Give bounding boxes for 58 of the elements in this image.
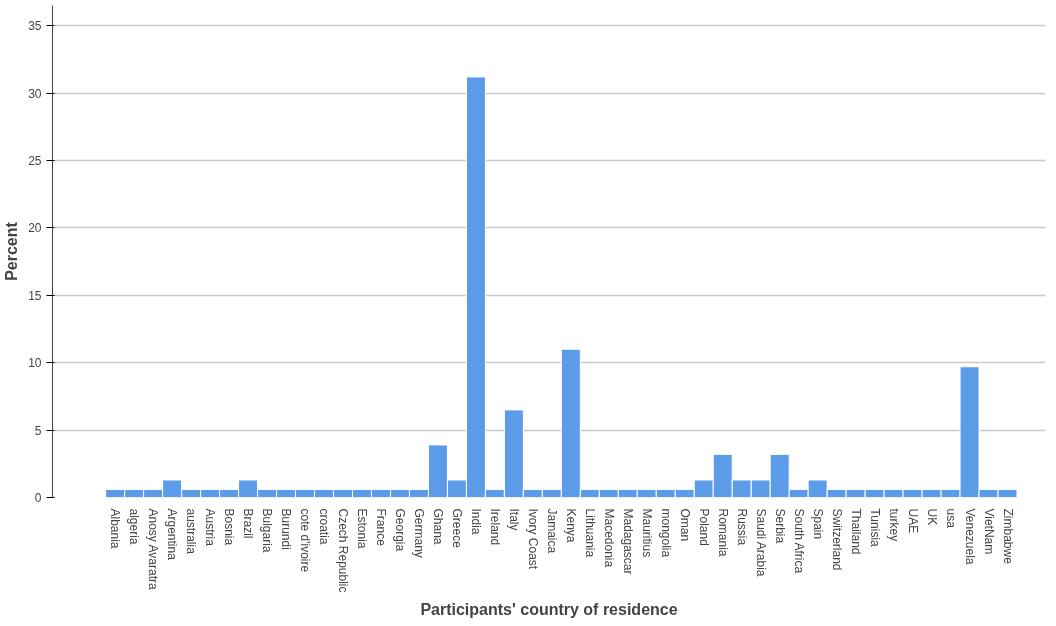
x-tick-label: UAE xyxy=(905,508,920,534)
x-axis-title: Participants' country of residence xyxy=(420,600,678,618)
x-tick-label: Romania xyxy=(715,508,730,557)
x-tick-label: Italy xyxy=(506,508,521,531)
x-tick-label: Georgia xyxy=(392,508,407,552)
x-tick-label: Ivory Coast xyxy=(525,508,540,570)
x-tick-label: australia xyxy=(184,508,199,555)
x-tick-label: Madagascar xyxy=(620,508,635,575)
x-tick-label: Albania xyxy=(108,508,123,549)
x-tick-label: algeria xyxy=(127,508,142,545)
x-tick-label: Lithuania xyxy=(582,508,597,558)
x-tick-label: Zimbabwe xyxy=(1000,508,1015,565)
y-tick-label: 35 xyxy=(28,19,42,34)
y-tick-label: 25 xyxy=(28,154,42,169)
x-tick-label: Thailand xyxy=(848,508,863,555)
x-tick-label: mongolia xyxy=(658,508,673,558)
x-tick-label: usa xyxy=(943,508,958,529)
x-tick-label: croatia xyxy=(317,508,332,545)
x-tick-label: Oman xyxy=(677,508,692,542)
y-tick-label: 20 xyxy=(28,221,42,236)
x-tick-label: Serbia xyxy=(772,508,787,544)
x-tick-label: France xyxy=(373,508,388,547)
x-tick-label: Bulgaria xyxy=(260,508,275,553)
y-tick-label: 5 xyxy=(34,423,42,438)
x-tick-label: Tunisia xyxy=(867,508,882,548)
x-tick-label: Venezuela xyxy=(962,508,977,565)
y-axis-title: Percent xyxy=(3,221,21,281)
x-tick-label: Russia xyxy=(734,508,749,546)
x-tick-label: Spain xyxy=(810,508,825,540)
y-tick-label: 15 xyxy=(28,288,42,303)
x-tick-label: cote d'ivoire xyxy=(298,508,313,573)
x-tick-label: Saudi Arabia xyxy=(753,508,768,577)
x-tick-label: Jamaica xyxy=(544,508,559,554)
x-tick-label: VietNam xyxy=(981,508,996,555)
x-tick-label: Argentina xyxy=(165,508,180,561)
x-tick-label: Poland xyxy=(696,508,711,546)
x-tick-label: Mauritius xyxy=(639,508,654,558)
x-tick-label: turkey xyxy=(886,508,901,542)
x-tick-label: Bosnia xyxy=(222,508,237,546)
x-tick-label: Brazil xyxy=(241,508,256,539)
x-tick-label: Greece xyxy=(449,508,464,549)
x-tick-label: Czech Republic xyxy=(336,508,350,593)
x-tick-label: Switzerland xyxy=(829,508,844,571)
x-tick-label: Austria xyxy=(203,508,218,547)
x-tick-label: Germany xyxy=(411,508,426,558)
x-tick-label: Macedonia xyxy=(601,508,616,568)
x-tick-label: Ghana xyxy=(430,508,445,545)
x-tick-label: Estonia xyxy=(354,508,369,549)
x-tick-label: Burundi xyxy=(279,508,294,550)
x-tick-label: UK xyxy=(924,508,939,526)
x-tick-label: Anosy Avaratra xyxy=(146,508,161,590)
y-tick-label: 10 xyxy=(28,356,42,371)
x-tick-label: Kenya xyxy=(563,508,578,543)
y-tick-label: 0 xyxy=(34,491,42,505)
x-tick-label: South Africa xyxy=(791,508,806,574)
x-tick-label: Ireland xyxy=(487,508,502,546)
y-tick-label: 30 xyxy=(28,86,42,101)
x-tick-label: India xyxy=(468,508,483,535)
